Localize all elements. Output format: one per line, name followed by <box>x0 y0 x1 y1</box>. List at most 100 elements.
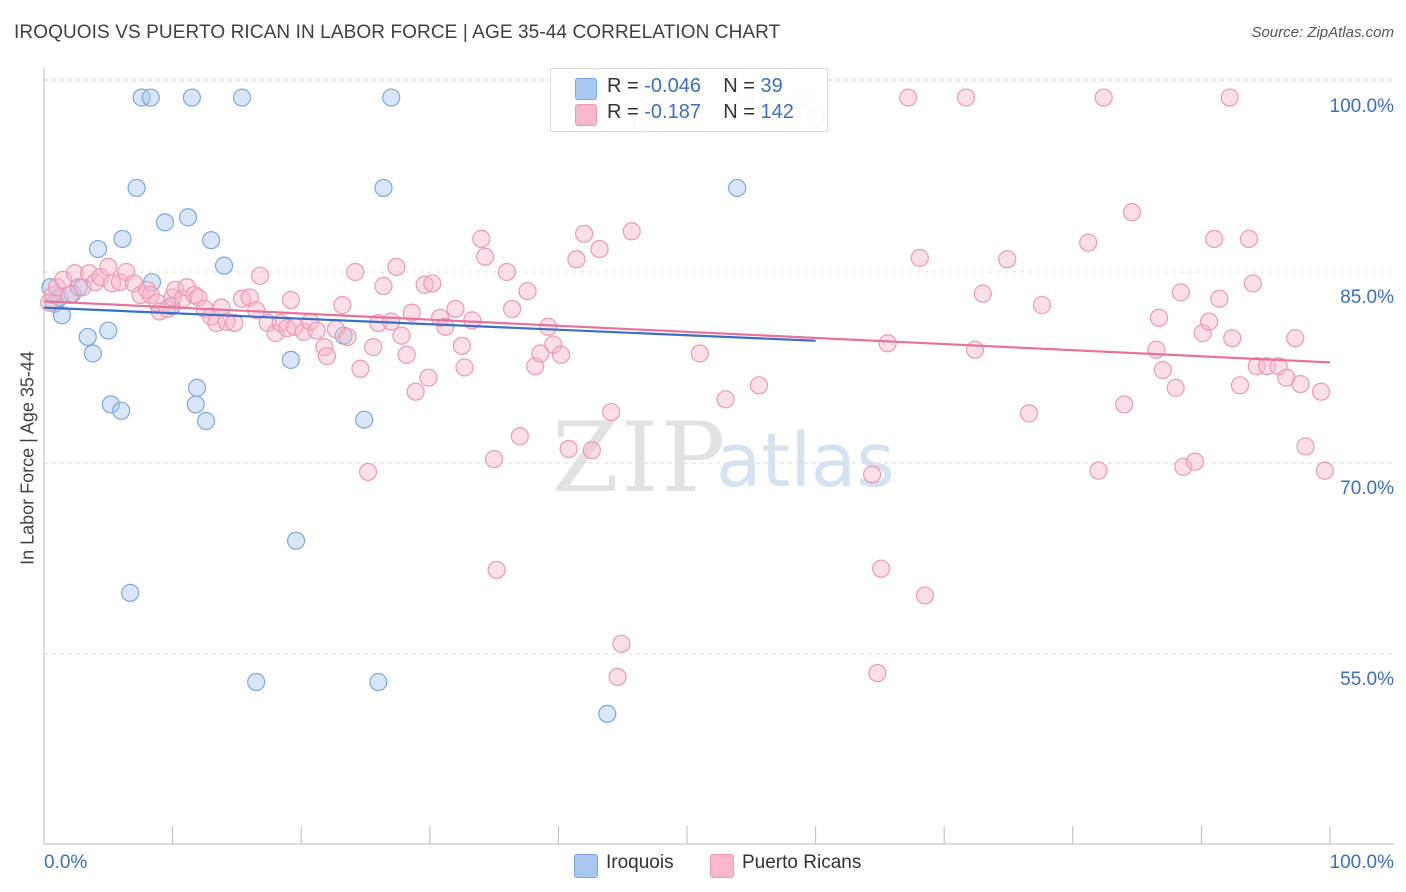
data-point <box>225 313 244 333</box>
bottom-legend-label-puerto-ricans: Puerto Ricans <box>742 852 862 873</box>
legend-n-label: N = <box>723 75 755 97</box>
data-point <box>182 88 201 107</box>
axes <box>43 68 1394 845</box>
legend-r-label: R = <box>607 75 639 97</box>
series-puerto-ricans <box>40 85 1334 687</box>
x-tick-label-min: 0.0% <box>44 852 88 873</box>
data-point <box>286 531 306 550</box>
data-point <box>423 274 442 293</box>
trend-line <box>43 306 816 342</box>
data-point <box>91 267 110 287</box>
legend-r-value-iroquois: -0.046 <box>644 75 701 97</box>
data-point <box>472 229 491 248</box>
data-point <box>177 278 196 297</box>
data-point <box>1089 461 1108 480</box>
data-point <box>281 350 301 369</box>
data-point <box>910 248 929 268</box>
legend-r-value-puerto-ricans: -0.187 <box>644 101 701 123</box>
data-point <box>567 250 586 269</box>
data-point <box>187 378 207 397</box>
data-point <box>415 275 434 294</box>
data-point <box>186 395 205 414</box>
data-point <box>346 262 365 282</box>
data-point <box>214 256 234 275</box>
data-point <box>141 285 160 305</box>
data-point <box>266 324 285 343</box>
data-point <box>88 239 108 259</box>
data-point <box>602 402 621 422</box>
data-point <box>1311 382 1331 401</box>
data-point <box>103 274 122 293</box>
data-point <box>232 88 252 107</box>
y-tick-label: 55.0% <box>1340 669 1394 690</box>
data-point <box>503 299 522 319</box>
data-point <box>868 663 887 683</box>
data-point <box>338 327 357 347</box>
data-point <box>202 231 221 250</box>
data-point <box>965 340 985 359</box>
data-point <box>622 222 641 241</box>
data-point <box>402 303 421 322</box>
data-point <box>1247 357 1266 376</box>
data-point <box>1210 289 1229 308</box>
data-point <box>1291 374 1310 394</box>
data-point <box>1171 283 1190 302</box>
watermark-atlas: atlas <box>716 418 895 504</box>
data-point <box>998 250 1017 269</box>
data-point <box>1296 437 1315 456</box>
data-point <box>374 276 393 296</box>
data-point <box>878 334 897 353</box>
legend-swatch-iroquois <box>575 78 597 100</box>
data-point <box>419 368 438 387</box>
data-point <box>598 704 617 723</box>
data-point <box>1032 296 1052 315</box>
data-point <box>1223 329 1242 348</box>
data-point <box>544 335 563 354</box>
data-points <box>40 85 1334 723</box>
data-point <box>475 247 495 266</box>
data-point <box>392 326 411 345</box>
data-point <box>1094 88 1113 107</box>
data-point <box>1019 404 1039 423</box>
data-point <box>307 321 326 340</box>
data-point <box>973 284 992 303</box>
data-point <box>455 358 474 377</box>
data-point <box>446 299 465 319</box>
data-point <box>1079 233 1098 252</box>
data-point <box>863 465 882 484</box>
y-tick-label: 70.0% <box>1340 478 1394 499</box>
data-point <box>915 586 935 605</box>
data-point <box>333 296 352 315</box>
data-point <box>899 88 918 107</box>
data-point <box>436 317 455 336</box>
data-point <box>612 634 631 653</box>
data-point <box>54 270 73 289</box>
data-point <box>551 345 571 364</box>
data-point <box>83 344 102 363</box>
data-point <box>452 336 472 355</box>
data-point <box>690 344 709 363</box>
data-point <box>1193 324 1212 343</box>
data-point <box>716 390 735 409</box>
data-point <box>79 264 99 283</box>
data-point <box>101 395 120 414</box>
data-point <box>1185 452 1205 471</box>
data-point <box>430 308 450 327</box>
data-point <box>247 672 266 692</box>
data-point <box>1230 376 1250 395</box>
x-tick-label-max: 100.0% <box>1329 852 1394 873</box>
chart-title: IROQUOIS VS PUERTO RICAN IN LABOR FORCE … <box>14 22 781 43</box>
data-point <box>608 667 627 687</box>
data-point <box>531 344 550 363</box>
correlation-legend: R = -0.046 N = 39 R = -0.187 N = 142 <box>550 68 828 132</box>
legend-n-label: N = <box>723 101 755 123</box>
data-point <box>382 88 401 107</box>
data-point <box>1115 395 1134 414</box>
trend-line <box>43 300 1331 364</box>
data-point <box>113 229 132 248</box>
data-point <box>355 410 374 429</box>
data-point <box>590 239 609 259</box>
data-point <box>582 441 601 460</box>
y-axis-title: In Labor Force | Age 35-44 <box>17 351 38 565</box>
